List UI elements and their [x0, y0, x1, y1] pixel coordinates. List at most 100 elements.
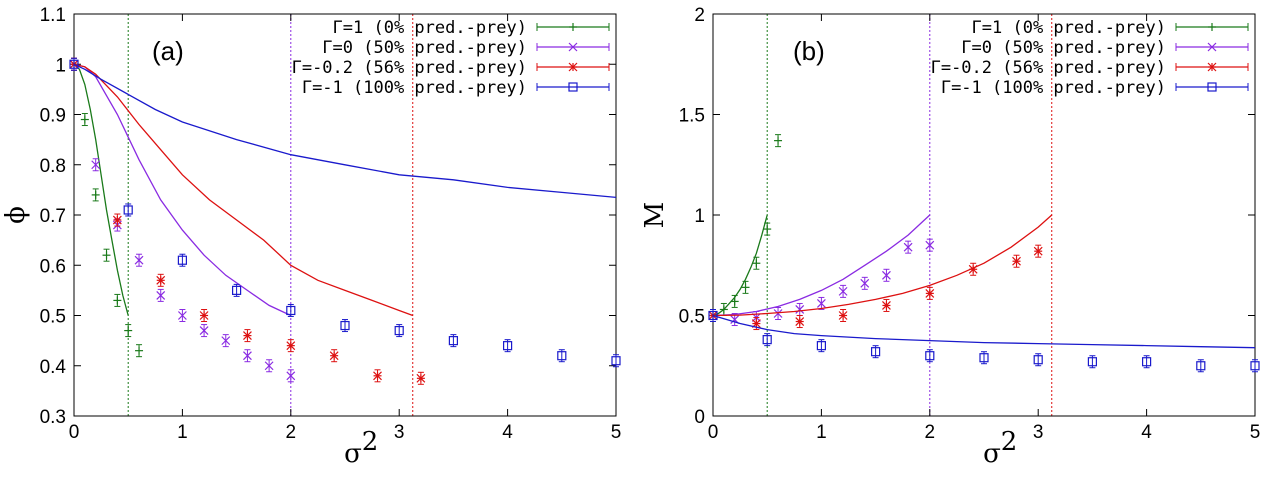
marker-stroke [1012, 256, 1021, 266]
data-point [752, 259, 761, 268]
data-point [774, 136, 783, 145]
data-point [1033, 246, 1043, 256]
data-point [91, 190, 100, 199]
data-point [135, 346, 144, 355]
legend-label: Γ=-1 (100% pred.-prey) [302, 78, 527, 98]
legend-marker [568, 42, 578, 52]
data-point [124, 326, 133, 335]
marker-stroke [134, 255, 144, 265]
legend-label: Γ=1 (0% pred.-prey) [333, 18, 527, 38]
series-1 [709, 134, 783, 322]
marker-stroke [860, 278, 870, 288]
data-point [795, 317, 805, 326]
data-point [741, 283, 750, 292]
x-tick-label: 3 [1033, 422, 1044, 443]
series-curve [73, 63, 292, 317]
series-curve [712, 314, 1256, 349]
series-3 [708, 214, 1053, 331]
legend-marker [568, 62, 578, 72]
marker-stroke [1207, 62, 1217, 72]
series-curve [73, 63, 414, 317]
marker-stroke [816, 299, 826, 308]
series-curve [73, 63, 129, 316]
data-point [903, 242, 913, 252]
legend-label: Γ=-1 (100% pred.-prey) [941, 78, 1166, 98]
y-tick-label: 2 [694, 5, 705, 26]
y-tick-label: 0.8 [40, 156, 66, 177]
data-point [882, 270, 891, 280]
x-tick-label: 2 [925, 422, 936, 443]
marker-stroke [1033, 246, 1043, 256]
data-point [91, 160, 101, 170]
y-tick-label: 0.6 [40, 256, 66, 277]
legend-label: Γ=1 (0% pred.-prey) [972, 18, 1166, 38]
x-axis-label-superscript: 2 [1001, 427, 1018, 457]
legend-marker [1207, 62, 1217, 72]
marker-stroke [925, 240, 935, 250]
data-point [882, 301, 891, 310]
data-point [838, 286, 848, 296]
legend-marker [568, 82, 578, 92]
data-point [448, 336, 458, 346]
data-point [719, 305, 728, 314]
marker-stroke [838, 311, 848, 320]
legend-marker [1208, 23, 1216, 31]
panel-label: (b) [793, 36, 825, 66]
x-tick-label: 1 [816, 422, 827, 443]
data-point [102, 251, 111, 260]
marker-stroke [243, 331, 252, 341]
data-point [286, 341, 296, 351]
data-point [373, 371, 382, 381]
data-point [730, 297, 739, 306]
data-point [838, 311, 848, 320]
x-axis-label: σ [983, 439, 1001, 469]
series-1 [70, 57, 144, 358]
data-point [860, 278, 870, 288]
data-point [80, 115, 89, 124]
data-point [329, 351, 339, 361]
x-axis-label-superscript: 2 [362, 427, 379, 457]
data-point [177, 311, 187, 320]
marker-stroke [156, 275, 166, 285]
data-point [708, 310, 718, 321]
y-tick-label: 1.5 [679, 106, 705, 127]
data-point [134, 255, 144, 265]
data-point [232, 285, 242, 295]
data-point [1033, 355, 1043, 365]
series-curve [712, 214, 931, 317]
marker-stroke [1207, 42, 1217, 52]
marker-stroke [925, 288, 935, 298]
y-tick-label: 1 [694, 206, 705, 227]
marker-stroke [286, 341, 296, 351]
data-point [286, 371, 296, 381]
y-tick-label: 1.1 [40, 5, 66, 26]
legend-label: Γ=-0.2 (56% pred.-prey) [931, 58, 1166, 78]
series-curve [712, 214, 768, 317]
data-point [199, 311, 209, 320]
x-tick-label: 0 [69, 422, 80, 443]
y-axis-label: M [640, 202, 670, 229]
x-tick-label: 5 [1250, 422, 1261, 443]
marker-stroke [286, 371, 296, 381]
series-4 [708, 309, 1260, 373]
marker-stroke [199, 311, 209, 320]
marker-stroke [838, 286, 848, 296]
chart-panel-b: 0 1 2 3 4 500.511.52σ 2M(b)Γ=1 (0% pred.-prey)… [640, 5, 1260, 469]
data-point [1087, 357, 1098, 367]
data-point [611, 356, 621, 366]
marker-stroke [156, 290, 166, 300]
y-tick-label: 0.5 [40, 307, 66, 328]
data-point [925, 240, 935, 250]
marker-stroke [199, 326, 209, 335]
y-tick-label: 0 [694, 407, 705, 428]
data-point [394, 325, 404, 336]
y-tick-label: 0.3 [40, 407, 66, 428]
x-axis-label: σ [344, 439, 362, 469]
x-tick-label: 1 [177, 422, 188, 443]
data-point [123, 205, 133, 215]
data-point [112, 215, 122, 225]
data-point [979, 353, 989, 363]
data-point [503, 341, 513, 351]
marker-stroke [329, 351, 339, 361]
data-point [199, 326, 209, 335]
